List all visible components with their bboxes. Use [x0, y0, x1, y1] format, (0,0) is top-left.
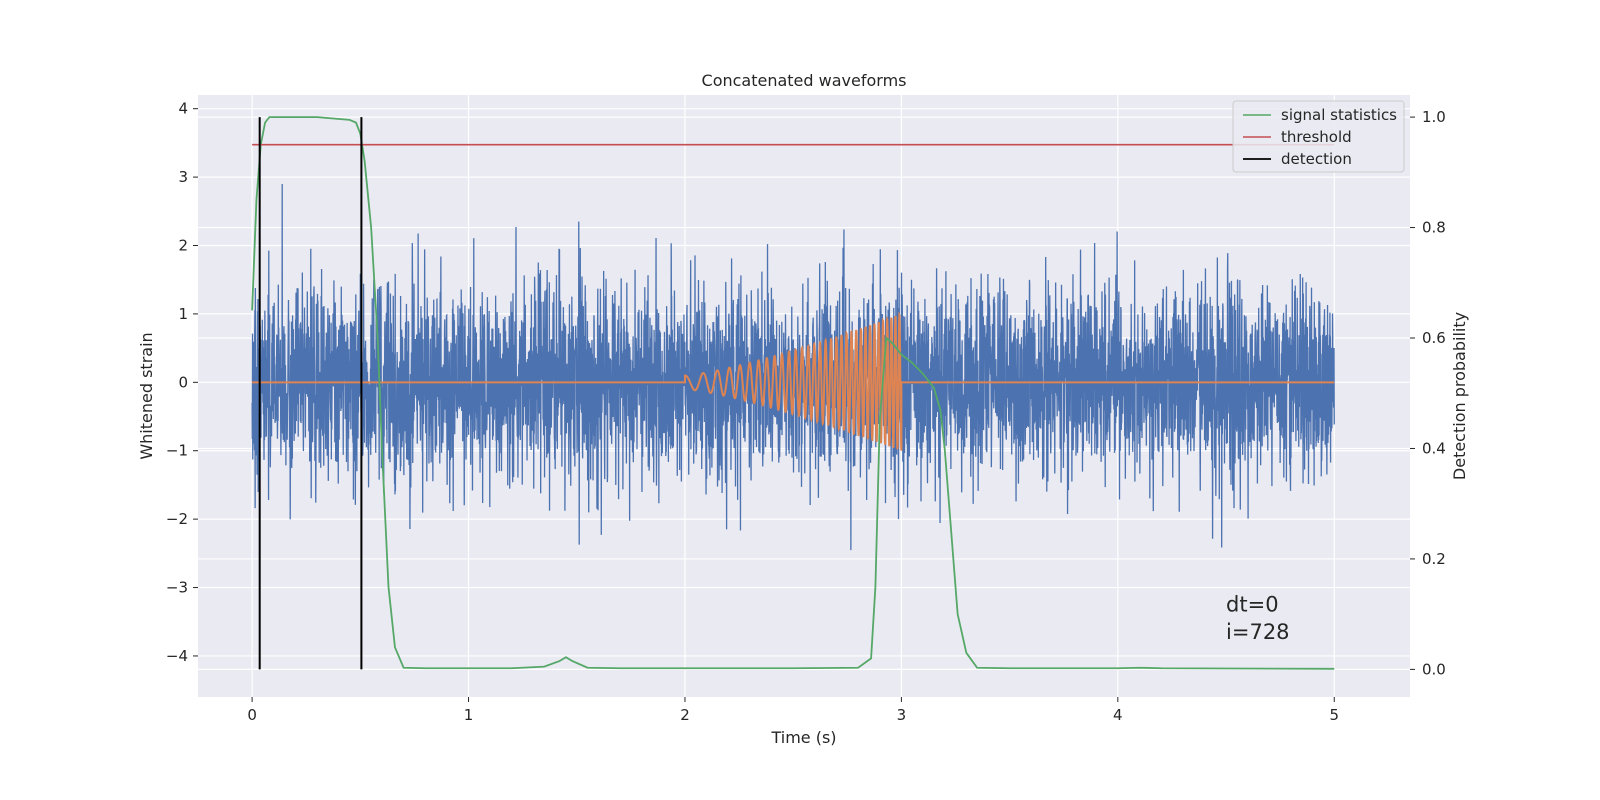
y-tick-label: −4 — [166, 647, 188, 665]
annotation-index: i=728 — [1226, 620, 1290, 644]
axis-ticks: 0 1 2 3 4 5 −4 −3 −2 −1 0 1 2 3 4 0.0 0.2 0.4 0.6 0.8 1.0 — [166, 100, 1446, 724]
legend-label-threshold: threshold — [1281, 128, 1352, 146]
x-tick-label: 0 — [247, 706, 257, 724]
y-tick-label: −3 — [166, 579, 188, 597]
detection-series — [258, 117, 363, 670]
y-tick-label: −1 — [166, 442, 188, 460]
y2-tick-label: 0.4 — [1422, 439, 1446, 457]
x-tick-label: 4 — [1113, 706, 1123, 724]
signal-statistics-line — [251, 116, 1335, 670]
template-series — [252, 311, 1335, 451]
y-tick-label: 2 — [178, 237, 188, 255]
legend-label-signal-statistics: signal statistics — [1281, 106, 1397, 124]
y-tick-label: 1 — [178, 305, 188, 323]
y2-tick-label: 0.0 — [1422, 660, 1446, 678]
y2-tick-label: 1.0 — [1422, 108, 1446, 126]
template-line — [252, 311, 1335, 451]
y2-tick-label: 0.6 — [1422, 329, 1446, 347]
y-tick-label: −2 — [166, 510, 188, 528]
annotation-dt: dt=0 — [1226, 592, 1279, 616]
y-tick-label: 4 — [178, 100, 188, 118]
y2-tick-label: 0.2 — [1422, 550, 1446, 568]
x-axis-label: Time (s) — [770, 728, 836, 747]
strain-series — [251, 184, 1335, 551]
y-tick-label: 0 — [178, 373, 188, 391]
legend-box — [1232, 100, 1405, 173]
x-tick-label: 2 — [680, 706, 690, 724]
y-axis-label: Whitened strain — [137, 332, 156, 459]
chart-title: Concatenated waveforms — [702, 71, 907, 90]
y-tick-label: 3 — [178, 168, 188, 186]
legend-label-detection: detection — [1281, 150, 1352, 168]
y2-axis-label: Detection probability — [1450, 312, 1469, 480]
legend: signal statistics threshold detection — [1232, 100, 1405, 173]
y2-tick-label: 0.8 — [1422, 219, 1446, 237]
strain-line — [251, 184, 1335, 551]
x-tick-label: 3 — [897, 706, 907, 724]
x-tick-label: 1 — [464, 706, 474, 724]
signal-statistics-series — [251, 116, 1335, 670]
x-tick-label: 5 — [1329, 706, 1339, 724]
